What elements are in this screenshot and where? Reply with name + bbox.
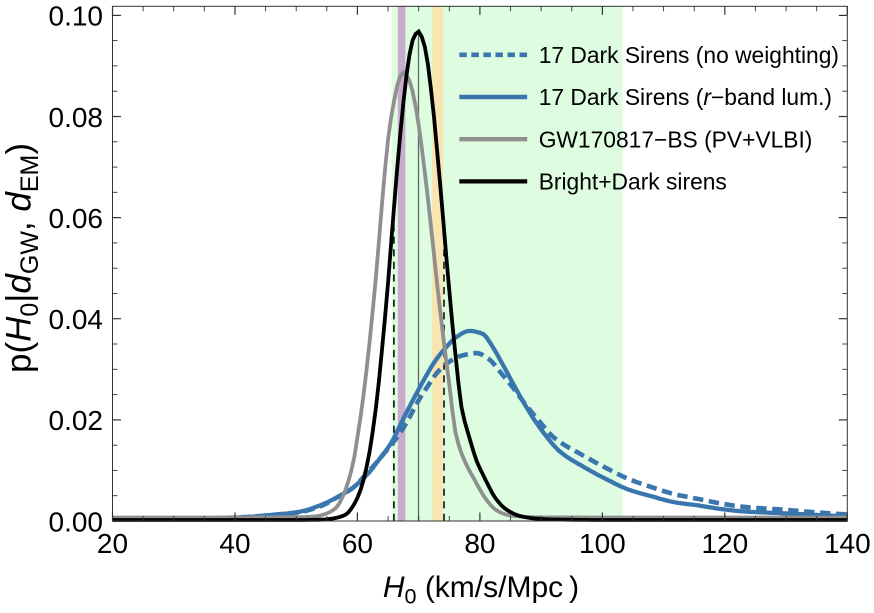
svg-text:80: 80 (464, 528, 495, 559)
svg-text:60: 60 (342, 528, 373, 559)
svg-text:0.02: 0.02 (49, 405, 104, 436)
svg-text:Bright+Dark sirens: Bright+Dark sirens (539, 169, 727, 195)
svg-text:17 Dark Sirens (r−band lum.): 17 Dark Sirens (r−band lum.) (539, 84, 832, 110)
svg-text:40: 40 (219, 528, 250, 559)
svg-text:100: 100 (579, 528, 626, 559)
svg-text:0.06: 0.06 (49, 203, 104, 234)
svg-text:GW170817−BS (PV+VLBI): GW170817−BS (PV+VLBI) (539, 126, 813, 152)
svg-text:20: 20 (97, 528, 128, 559)
svg-text:17 Dark Sirens (no weighting): 17 Dark Sirens (no weighting) (539, 42, 839, 68)
svg-text:0.00: 0.00 (49, 506, 104, 537)
svg-text:0.10: 0.10 (49, 1, 104, 32)
svg-text:120: 120 (701, 528, 748, 559)
svg-text:0.08: 0.08 (49, 102, 104, 133)
svg-text:140: 140 (824, 528, 871, 559)
svg-text:0.04: 0.04 (49, 304, 104, 335)
svg-text:H0 (km/s/Mpc ): H0 (km/s/Mpc ) (383, 571, 579, 609)
